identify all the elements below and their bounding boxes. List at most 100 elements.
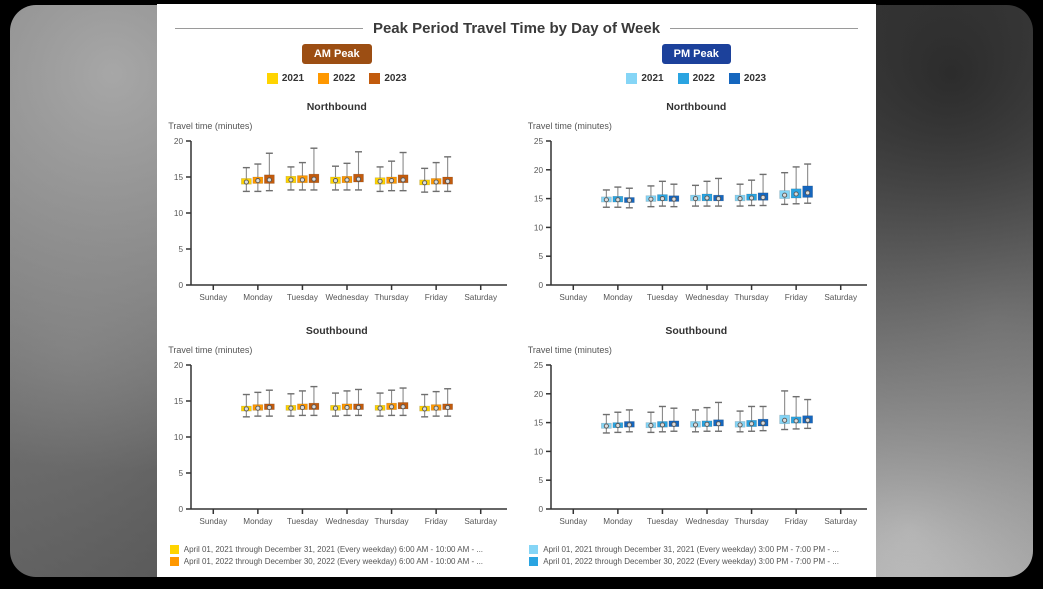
svg-text:Monday: Monday	[244, 517, 274, 526]
svg-text:20: 20	[534, 166, 544, 175]
pm-2021-footer-text: April 01, 2021 through December 31, 2021…	[543, 545, 839, 554]
svg-text:Saturday: Saturday	[465, 293, 499, 302]
svg-text:Tuesday: Tuesday	[287, 293, 319, 302]
am-date-range-2021: April 01, 2021 through December 31, 2021…	[169, 545, 504, 554]
title-rule-left	[175, 28, 363, 29]
svg-text:Saturday: Saturday	[824, 517, 858, 526]
svg-text:15: 15	[174, 397, 184, 406]
svg-text:10: 10	[534, 223, 544, 232]
svg-text:Sunday: Sunday	[559, 517, 588, 526]
pm-2022-swatch-icon	[677, 73, 689, 84]
svg-text:0: 0	[179, 505, 184, 514]
svg-text:10: 10	[534, 447, 544, 456]
pm-legend-item-2022[interactable]: 2022	[677, 73, 715, 84]
svg-text:25: 25	[534, 137, 544, 146]
pm-southbound-boxplot: 0 5 10 15 20 25 Sunday Monday Tuesday Wednesday Th…	[534, 361, 867, 526]
am-2022-footer-swatch-icon	[169, 557, 179, 566]
svg-text:Friday: Friday	[425, 517, 449, 526]
am-2022-swatch-icon	[318, 73, 330, 84]
svg-text:0: 0	[538, 281, 543, 290]
svg-text:Sunday: Sunday	[200, 293, 229, 302]
am-peak-badge[interactable]: AM Peak	[301, 44, 372, 64]
svg-text:Thursday: Thursday	[734, 517, 769, 526]
page-title: Peak Period Travel Time by Day of Week	[372, 20, 661, 37]
svg-text:Tuesday: Tuesday	[647, 517, 679, 526]
svg-text:Wednesday: Wednesday	[685, 517, 729, 526]
title-rule-right	[670, 28, 858, 29]
svg-text:Friday: Friday	[785, 293, 809, 302]
pm-date-range-legend: April 01, 2021 through December 31, 2021…	[529, 545, 863, 569]
svg-text:Saturday: Saturday	[465, 517, 499, 526]
svg-text:15: 15	[534, 195, 544, 204]
svg-text:5: 5	[538, 476, 543, 485]
pm-year-legend: 2021 2022 2023	[626, 73, 766, 84]
am-2022-label: 2022	[333, 73, 356, 84]
am-northbound-title: Northbound	[306, 101, 367, 113]
svg-text:Thursday: Thursday	[375, 517, 410, 526]
svg-text:0: 0	[179, 281, 184, 290]
svg-text:Friday: Friday	[425, 293, 449, 302]
am-2023-swatch-icon	[369, 73, 381, 84]
svg-text:10: 10	[174, 433, 184, 442]
svg-text:Tuesday: Tuesday	[647, 293, 679, 302]
pm-2023-label: 2023	[743, 73, 767, 84]
pm-2022-footer-text: April 01, 2022 through December 30, 2022…	[543, 557, 839, 566]
pm-legend-item-2023[interactable]: 2023	[728, 73, 767, 84]
am-northbound-boxplot: 0 5 10 15 20 Sunday Monday Tuesday Wednesday Thur…	[174, 137, 508, 302]
pm-peak-column: PM Peak 2021 2022 2023 Northbou	[517, 37, 877, 569]
am-legend-item-2023[interactable]: 2023	[369, 73, 407, 84]
am-2022-footer-text: April 01, 2022 through December 30, 2022…	[183, 557, 484, 566]
chart-am-northbound: Travel time (minutes) 0 5 10 15 20 Sunday Mond…	[164, 121, 509, 311]
pm-date-range-2021: April 01, 2021 through December 31, 2021…	[529, 545, 863, 554]
pm-2023-swatch-icon	[728, 73, 740, 84]
am-southbound-y-axis-title: Travel time (minutes)	[168, 345, 253, 355]
am-legend-item-2021[interactable]: 2021	[266, 73, 305, 84]
svg-text:Monday: Monday	[244, 293, 274, 302]
am-southbound-title: Southbound	[305, 325, 368, 337]
am-southbound-boxplot: 0 5 10 15 20 Sunday Monday Tuesday Wednesday Thur…	[174, 361, 508, 526]
am-2023-label: 2023	[384, 73, 407, 84]
chart-pm-northbound: Travel time (minutes) 0 5 10 15 20 25 Sunday Mo…	[524, 121, 869, 311]
pm-2021-label: 2021	[641, 73, 664, 84]
pm-northbound-title: Northbound	[666, 101, 727, 113]
am-2021-footer-text: April 01, 2021 through December 31, 2021…	[183, 545, 484, 554]
svg-text:Thursday: Thursday	[375, 293, 410, 302]
svg-text:5: 5	[179, 469, 184, 478]
svg-text:5: 5	[179, 245, 184, 254]
svg-text:Monday: Monday	[603, 293, 633, 302]
svg-text:15: 15	[174, 173, 184, 182]
svg-text:Sunday: Sunday	[559, 293, 588, 302]
svg-text:Wednesday: Wednesday	[326, 293, 370, 302]
svg-text:Saturday: Saturday	[824, 293, 858, 302]
am-peak-column: AM Peak 2021 2022 2023 Northbou	[157, 37, 517, 569]
svg-text:Monday: Monday	[603, 517, 633, 526]
svg-text:Friday: Friday	[785, 517, 809, 526]
svg-text:0: 0	[538, 505, 543, 514]
pm-southbound-y-axis-title: Travel time (minutes)	[527, 345, 612, 355]
svg-text:15: 15	[534, 419, 544, 428]
svg-text:Sunday: Sunday	[200, 517, 229, 526]
pm-legend-item-2021[interactable]: 2021	[626, 73, 664, 84]
am-year-legend: 2021 2022 2023	[266, 73, 407, 84]
pm-peak-badge[interactable]: PM Peak	[661, 44, 731, 64]
pm-date-range-2022: April 01, 2022 through December 30, 2022…	[529, 557, 863, 566]
chart-am-southbound: Travel time (minutes) 0 5 10 15 20 Sunday Mond…	[164, 345, 509, 535]
svg-text:Wednesday: Wednesday	[685, 293, 729, 302]
svg-text:Thursday: Thursday	[734, 293, 769, 302]
svg-text:20: 20	[174, 137, 184, 146]
am-legend-item-2022[interactable]: 2022	[318, 73, 355, 84]
am-2021-label: 2021	[281, 73, 305, 84]
svg-text:20: 20	[534, 390, 544, 399]
report-header: Peak Period Travel Time by Day of Week	[175, 20, 858, 37]
am-date-range-legend: April 01, 2021 through December 31, 2021…	[169, 545, 504, 569]
pm-northbound-boxplot: 0 5 10 15 20 25 Sunday Monday Tuesday Wednesday Th…	[534, 137, 867, 302]
pm-southbound-title: Southbound	[665, 325, 728, 337]
svg-text:5: 5	[538, 252, 543, 261]
report-panel: Peak Period Travel Time by Day of Week A…	[157, 4, 876, 577]
pm-2021-swatch-icon	[626, 73, 638, 84]
am-2021-footer-swatch-icon	[169, 545, 179, 554]
svg-text:Tuesday: Tuesday	[287, 517, 319, 526]
am-2021-swatch-icon	[266, 73, 278, 84]
svg-text:20: 20	[174, 361, 184, 370]
